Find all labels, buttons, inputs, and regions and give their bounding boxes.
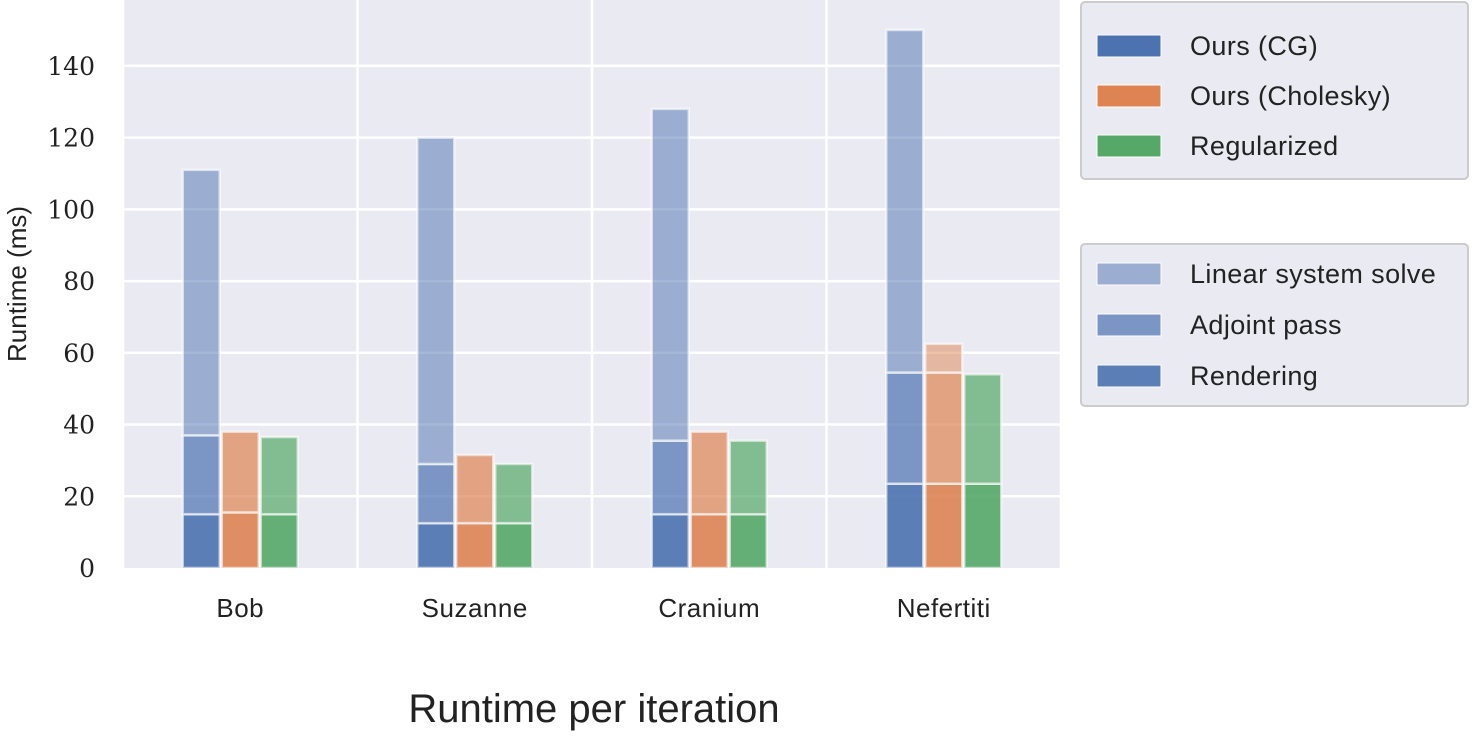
bar-rendering xyxy=(220,511,260,570)
bar-adjoint-pass xyxy=(455,453,495,525)
legend-label: Regularized xyxy=(1190,131,1338,161)
bars-group xyxy=(181,28,1003,570)
bar-adjoint-pass xyxy=(494,462,534,525)
bar-adjoint-pass xyxy=(924,371,964,485)
bar-adjoint-pass xyxy=(963,373,1003,485)
bar-adjoint-pass xyxy=(728,439,768,516)
legend-swatch xyxy=(1096,313,1162,337)
bar-linear-system-solve xyxy=(885,28,925,374)
bar-rendering xyxy=(885,482,925,570)
x-category-label: Bob xyxy=(216,593,264,623)
bar-linear-system-solve xyxy=(416,136,456,466)
legend-label: Rendering xyxy=(1190,361,1318,391)
chart-caption: Runtime per iteration xyxy=(408,687,779,731)
x-category-label: Suzanne xyxy=(422,593,528,623)
legend-label: Adjoint pass xyxy=(1190,310,1342,340)
bar-rendering xyxy=(963,482,1003,570)
legend-stages: Linear system solve Adjoint pass Rendering xyxy=(1080,243,1469,407)
y-tick-label: 120 xyxy=(47,124,95,153)
bar-rendering xyxy=(494,521,534,570)
legend-swatch xyxy=(1096,262,1162,286)
bar-adjoint-pass xyxy=(689,430,729,516)
bar-rendering xyxy=(924,482,964,570)
bar-adjoint-pass xyxy=(181,434,221,516)
y-axis-label: Runtime (ms) xyxy=(2,206,32,362)
legend-label: Ours (Cholesky) xyxy=(1190,81,1391,111)
y-tick-label: 20 xyxy=(63,482,95,511)
x-category-label: Cranium xyxy=(658,593,760,623)
bar-rendering xyxy=(455,521,495,570)
legend-swatch xyxy=(1096,134,1162,158)
bar-linear-system-solve xyxy=(181,168,221,437)
y-tick-label: 80 xyxy=(63,267,95,296)
y-tick-labels: 0 20 40 60 80 100 120 140 xyxy=(47,52,95,583)
bar-rendering xyxy=(650,512,690,570)
legend-stages-frame xyxy=(1080,243,1469,407)
bar-rendering xyxy=(689,512,729,570)
y-tick-label: 40 xyxy=(63,411,95,440)
bar-rendering xyxy=(181,512,221,570)
bar-rendering xyxy=(259,512,299,570)
legend-methods-frame xyxy=(1080,1,1469,180)
grid-lines xyxy=(121,0,1063,568)
bar-rendering xyxy=(416,521,456,570)
bar-linear-system-solve xyxy=(924,342,964,374)
y-tick-label: 60 xyxy=(63,339,95,368)
legend-swatch xyxy=(1096,34,1162,58)
legend-label: Linear system solve xyxy=(1190,259,1436,289)
legend-swatch xyxy=(1096,364,1162,388)
bar-adjoint-pass xyxy=(259,435,299,516)
bar-adjoint-pass xyxy=(220,430,260,514)
legend-methods: Ours (CG) Ours (Cholesky) Regularized xyxy=(1080,1,1469,180)
legend-swatch xyxy=(1096,84,1162,108)
bar-adjoint-pass xyxy=(885,371,925,485)
bar-linear-system-solve xyxy=(650,107,690,442)
bar-rendering xyxy=(728,512,768,570)
bar-adjoint-pass xyxy=(416,462,456,525)
legend-label: Ours (CG) xyxy=(1190,31,1318,61)
y-tick-label: 0 xyxy=(79,554,95,583)
bar-adjoint-pass xyxy=(650,439,690,516)
y-tick-label: 140 xyxy=(47,52,95,81)
x-category-label: Nefertiti xyxy=(897,593,991,623)
y-tick-label: 100 xyxy=(47,195,95,224)
x-category-labels: Bob Suzanne Cranium Nefertiti xyxy=(216,593,990,623)
